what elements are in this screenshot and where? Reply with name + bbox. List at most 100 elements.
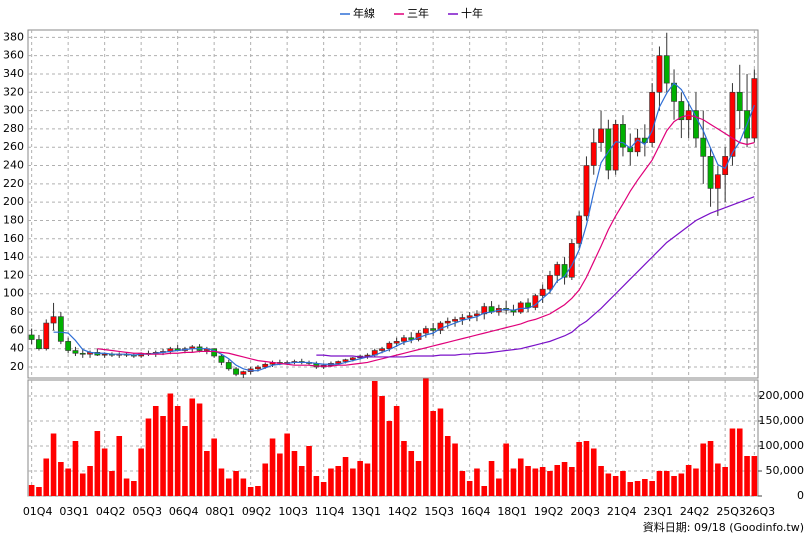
y-tick-label: 220 <box>3 177 24 190</box>
volume-bar <box>685 465 692 496</box>
volume-bar <box>700 443 707 496</box>
volume-bar <box>298 466 305 496</box>
x-tick-label: 23Q1 <box>643 505 673 518</box>
volume-bar <box>430 411 436 496</box>
candle-body <box>620 124 626 148</box>
candle-body <box>401 337 407 342</box>
x-tick-label: 03Q1 <box>59 505 89 518</box>
candle-body <box>729 91 736 157</box>
volume-bar <box>612 476 619 496</box>
y2-tick-label: 150,000 <box>759 414 805 427</box>
volume-bar <box>722 467 728 496</box>
volume-bar <box>174 406 181 496</box>
y-tick-label: 320 <box>3 85 24 98</box>
candle-body <box>28 334 35 340</box>
x-tick-label: 15Q3 <box>424 505 454 518</box>
volume-bar <box>138 448 144 496</box>
candle-body <box>65 341 72 351</box>
volume-bar <box>474 468 480 496</box>
x-tick-label: 05Q3 <box>132 505 162 518</box>
volume-bar <box>510 468 517 496</box>
volume-bar <box>28 485 35 496</box>
y-tick-label: 360 <box>3 49 24 62</box>
x-tick-label: 06Q4 <box>169 505 199 518</box>
volume-bar <box>72 441 79 496</box>
x-tick-label: 21Q4 <box>607 505 637 518</box>
volume-bar <box>503 443 509 496</box>
y-tick-label: 40 <box>10 342 24 355</box>
candle-body <box>678 101 685 121</box>
x-tick-label: 11Q4 <box>315 505 345 518</box>
y-tick-label: 280 <box>3 122 24 135</box>
volume-bar <box>328 468 334 496</box>
volume-bar <box>313 476 320 496</box>
volume-bar <box>736 428 743 496</box>
volume-bar <box>284 433 290 496</box>
volume-bar <box>291 451 298 496</box>
volume-bar <box>277 453 283 496</box>
candle-body <box>43 322 50 349</box>
volume-panel <box>27 379 759 497</box>
y-tick-label: 380 <box>3 30 24 43</box>
volume-bar <box>649 481 655 496</box>
volume-bar <box>627 482 634 496</box>
x-tick-label: 19Q2 <box>534 505 564 518</box>
candle-body <box>50 316 57 324</box>
volume-bar <box>751 456 758 496</box>
candle-body <box>342 359 349 362</box>
volume-bar <box>547 471 553 496</box>
volume-bar <box>87 466 93 496</box>
candle-body <box>233 368 239 375</box>
volume-bar <box>240 478 247 496</box>
volume-bar <box>335 466 342 496</box>
volume-bar <box>320 482 327 496</box>
y-tick-label: 260 <box>3 140 24 153</box>
volume-bar <box>466 481 473 496</box>
candle-body <box>466 315 473 318</box>
ma-line <box>53 82 755 372</box>
candle-body <box>627 146 634 153</box>
volume-bar <box>671 476 677 496</box>
volume-bar <box>247 487 254 496</box>
candle-body <box>430 328 437 331</box>
candle-body <box>262 363 269 368</box>
candle-body <box>386 342 393 349</box>
candle-body <box>79 352 86 355</box>
volume-bar <box>160 416 166 496</box>
volume-bar <box>715 463 721 496</box>
candle-body <box>225 362 232 370</box>
y-tick-label: 200 <box>3 195 24 208</box>
volume-bar <box>196 403 203 496</box>
volume-bar <box>393 406 400 496</box>
x-tick-label: 04Q2 <box>96 505 126 518</box>
volume-bar <box>437 408 444 496</box>
volume-bar <box>481 486 488 496</box>
legend-label: 十年 <box>461 6 483 20</box>
ma-line <box>97 114 755 367</box>
candle-body <box>554 264 561 276</box>
legend-label: 三年 <box>407 6 429 20</box>
x-tick-label: 09Q2 <box>242 505 272 518</box>
x-tick-label: 18Q1 <box>497 505 527 518</box>
x-tick-label: 14Q2 <box>388 505 418 518</box>
candle-body <box>649 91 656 143</box>
volume-bar <box>65 468 71 496</box>
volume-bar <box>152 406 159 496</box>
x-tick-label: 13Q1 <box>351 505 381 518</box>
y2-tick-label: 200,000 <box>759 389 805 402</box>
volume-bar <box>561 462 568 496</box>
volume-bar <box>58 462 64 496</box>
volume-bar <box>116 436 123 496</box>
legend-label: 年線 <box>353 6 375 20</box>
volume-bar <box>131 481 137 496</box>
y-tick-label: 100 <box>3 287 24 300</box>
volume-bar <box>269 438 276 496</box>
volume-bar <box>415 461 422 496</box>
candle-body <box>101 353 108 356</box>
y-tick-label: 140 <box>3 250 24 263</box>
volume-bar <box>583 441 590 496</box>
x-tick-label: 20Q3 <box>570 505 600 518</box>
volume-bar <box>576 442 582 496</box>
volume-bar <box>306 446 312 496</box>
volume-bar <box>569 467 575 496</box>
